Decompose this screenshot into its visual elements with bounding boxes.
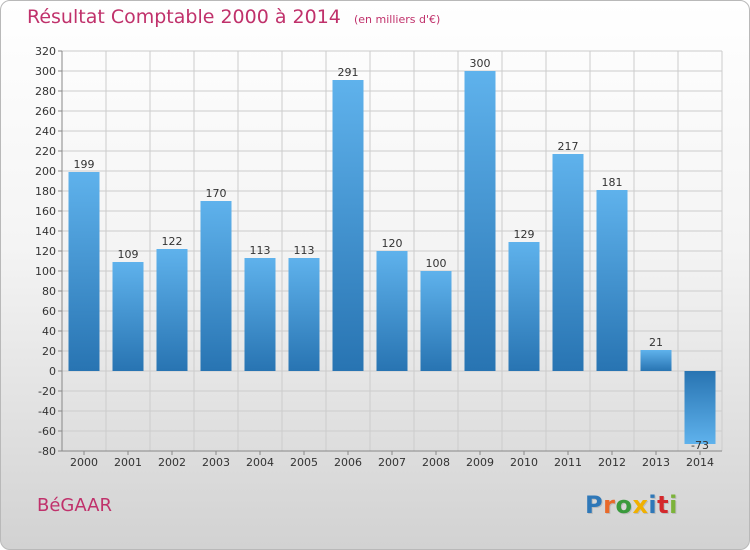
y-tick-label: -80 — [38, 445, 56, 458]
y-tick-label: 40 — [42, 325, 56, 338]
logo-letter: x — [632, 491, 649, 519]
y-tick-label: 60 — [42, 305, 56, 318]
logo-letter: r — [603, 491, 616, 519]
logo-letter: i — [648, 491, 658, 519]
y-tick-label: 180 — [35, 185, 56, 198]
data-label-2012: 181 — [602, 176, 623, 189]
x-tick-label: 2006 — [334, 456, 362, 469]
data-label-2009: 300 — [470, 57, 491, 70]
data-label-2007: 120 — [382, 237, 403, 250]
data-label-2000: 199 — [74, 158, 95, 171]
y-tick-label: 240 — [35, 125, 56, 138]
data-label-2010: 129 — [514, 228, 535, 241]
bar-2012 — [596, 190, 628, 371]
y-tick-label: 120 — [35, 245, 56, 258]
logo-letter: i — [669, 491, 678, 519]
y-tick-label: 80 — [42, 285, 56, 298]
y-tick-label: 200 — [35, 165, 56, 178]
bar-2014 — [684, 371, 716, 444]
logo-letter: t — [657, 491, 670, 519]
bar-2004 — [244, 258, 276, 371]
bar-2001 — [112, 262, 144, 371]
axis-layer: -80-60-40-200204060801001201401601802002… — [35, 45, 722, 469]
y-tick-label: 140 — [35, 225, 56, 238]
bar-2003 — [200, 201, 232, 371]
commune-name: BéGAAR — [37, 495, 113, 516]
y-tick-label: -60 — [38, 425, 56, 438]
x-tick-label: 2003 — [202, 456, 230, 469]
data-label-2002: 122 — [162, 235, 183, 248]
y-tick-label: -40 — [38, 405, 56, 418]
data-labels-layer: 199 109 122 170 113 113 291 120 100 300 129 217 181 2… — [74, 57, 709, 452]
x-tick-label: 2004 — [246, 456, 274, 469]
y-tick-label: 300 — [35, 65, 56, 78]
bar-2011 — [552, 154, 584, 371]
y-tick-label: 260 — [35, 105, 56, 118]
x-tick-label: 2010 — [510, 456, 538, 469]
y-tick-label: 160 — [35, 205, 56, 218]
data-label-2004: 113 — [250, 244, 271, 257]
x-tick-label: 2009 — [466, 456, 494, 469]
bars-layer — [68, 71, 716, 444]
y-tick-label: 20 — [42, 345, 56, 358]
data-label-2003: 170 — [206, 187, 227, 200]
data-label-2008: 100 — [426, 257, 447, 270]
chart-unit: (en milliers d'€) — [353, 13, 441, 26]
x-tick-label: 2008 — [422, 456, 450, 469]
bar-2010 — [508, 242, 540, 371]
data-label-2005: 113 — [294, 244, 315, 257]
x-tick-label: 2000 — [70, 456, 98, 469]
chart-title: Résultat Comptable 2000 à 2014 — [27, 6, 341, 28]
data-label-2001: 109 — [118, 248, 139, 261]
y-tick-label: 320 — [35, 45, 56, 58]
x-tick-label: 2002 — [158, 456, 186, 469]
y-tick-label: -20 — [38, 385, 56, 398]
bar-2005 — [288, 258, 320, 371]
bar-2013 — [640, 350, 672, 371]
bar-2002 — [156, 249, 188, 371]
data-label-2006: 291 — [338, 66, 359, 79]
logo-letter: o — [615, 491, 633, 519]
x-tick-label: 2014 — [686, 456, 714, 469]
x-tick-label: 2011 — [554, 456, 582, 469]
logo-letter: P — [585, 491, 604, 519]
y-tick-label: 220 — [35, 145, 56, 158]
x-tick-label: 2001 — [114, 456, 142, 469]
x-tick-label: 2007 — [378, 456, 406, 469]
data-label-2013: 21 — [649, 336, 663, 349]
data-label-2014: -73 — [691, 439, 709, 452]
y-tick-label: 100 — [35, 265, 56, 278]
bar-2008 — [420, 271, 452, 371]
proxiti-logo: Proxiti — [585, 491, 678, 519]
data-label-2011: 217 — [558, 140, 579, 153]
x-tick-label: 2005 — [290, 456, 318, 469]
x-tick-label: 2013 — [642, 456, 670, 469]
y-tick-label: 0 — [49, 365, 56, 378]
bar-2000 — [68, 172, 100, 371]
bar-2007 — [376, 251, 408, 371]
chart-title-block: Résultat Comptable 2000 à 2014 (en milli… — [27, 6, 440, 28]
bar-2009 — [464, 71, 496, 371]
x-tick-label: 2012 — [598, 456, 626, 469]
y-tick-label: 280 — [35, 85, 56, 98]
bar-2006 — [332, 80, 364, 371]
